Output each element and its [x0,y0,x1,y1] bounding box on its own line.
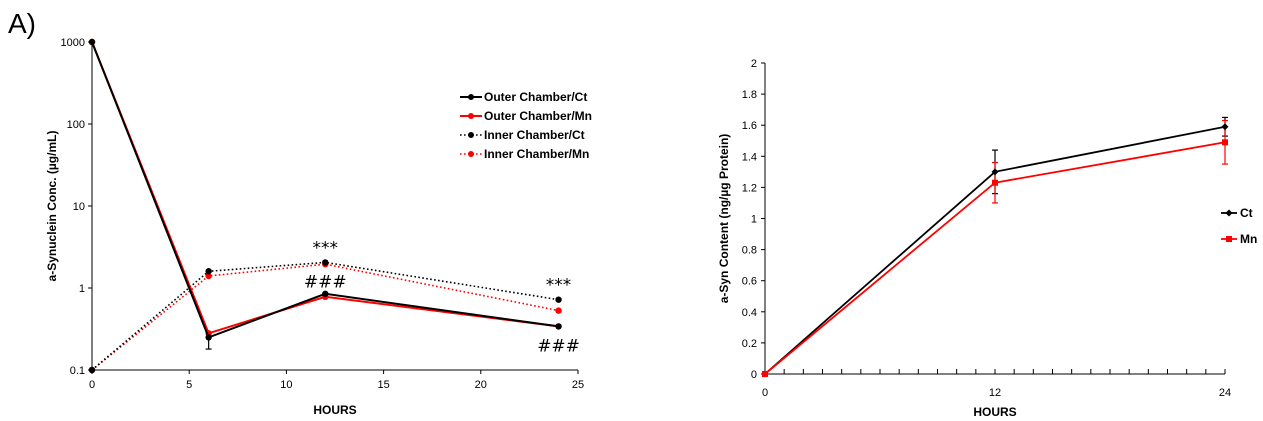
significance-annotation: *** [546,276,572,296]
x-tick-label: 12 [989,387,1001,399]
chart-b-syn-content: 0 0.2 0.4 0.6 0.8 1 1.2 1.4 1.6 1.8 2 0 12 24 HOURS a-S… [717,58,1257,419]
legend-marker [468,113,474,119]
legend-marker [468,94,474,100]
y-tick-label: 10 [73,201,85,213]
legend-label: Inner Chamber/Mn [484,147,589,161]
y-tick-label: 1.2 [742,182,757,194]
x-axis-title: HOURS [313,403,356,417]
data-point-mn [992,179,998,186]
legend-label: Outer Chamber/Ct [484,90,587,104]
y-tick-label: 0 [751,369,757,381]
legend-marker [1226,236,1232,242]
y-tick-label: 0.1 [70,365,85,377]
data-point-inner-chamber-ct [322,259,329,266]
legend-label: Inner Chamber/Ct [484,128,585,142]
data-point-mn [1222,139,1228,146]
data-point-outer-chamber-ct [555,323,562,330]
data-point-mn [762,371,768,377]
y-axis-title: a-Syn Content (ng/µg Protein) [717,134,731,304]
significance-annotation: ### [537,336,580,356]
y-tick-label: 0.6 [742,276,757,288]
y-tick-label: 0.8 [742,245,757,257]
data-point-inner-chamber-mn [205,272,212,280]
y-tick-label: 0.2 [742,338,757,350]
y-axis-title: a-Synuclein Conc. (µg/mL) [45,131,59,282]
data-point-inner-chamber-ct [555,296,562,303]
chart-a-log-concentration: 0.1 1 10 100 1000 0 5 10 15 20 25 HOURS a-Synuclein … [45,37,592,417]
x-tick-label: 5 [186,379,192,391]
legend-marker [468,151,474,157]
series-line-inner-chamber-ct [91,261,559,371]
y-tick-label: 0.4 [742,307,757,319]
legend-label: Outer Chamber/Mn [484,109,592,123]
legend-label: Mn [1240,232,1257,246]
y-tick-label: 1 [79,283,85,295]
data-point-inner-chamber-mn [555,307,562,314]
y-tick-label: 1.6 [742,120,757,132]
series-line-outer-chamber-ct [91,41,559,339]
y-tick-label: 1.8 [742,89,757,101]
y-tick-label: 100 [67,119,85,131]
legend-label: Ct [1240,206,1253,220]
x-tick-label: 25 [572,379,584,391]
y-tick-label: 1000 [61,37,85,49]
data-point-outer-chamber-ct [205,334,212,341]
y-tick-label: 1.4 [742,151,757,163]
significance-annotation: ### [304,273,347,293]
x-axis-title: HOURS [973,405,1016,419]
y-tick-label: 1 [751,214,757,226]
series-line-inner-chamber-mn [91,263,559,371]
data-point-outer-chamber-ct [88,38,96,46]
panel-label: A) [8,8,36,39]
x-tick-label: 24 [1219,387,1231,399]
x-tick-label: 0 [89,379,95,391]
x-tick-label: 15 [377,379,389,391]
legend-marker [1225,209,1233,217]
x-tick-label: 10 [280,379,292,391]
y-tick-label: 2 [751,58,757,70]
data-point-outer-chamber-ct [322,290,329,297]
x-tick-label: 20 [475,379,487,391]
data-point-inner-chamber-ct [205,268,212,275]
legend-marker [468,132,474,138]
significance-annotation: *** [313,239,339,259]
data-point-ct [991,168,999,176]
data-point-ct [1221,123,1229,131]
data-point-inner-chamber-ct [88,366,96,374]
x-tick-label: 0 [762,387,768,399]
